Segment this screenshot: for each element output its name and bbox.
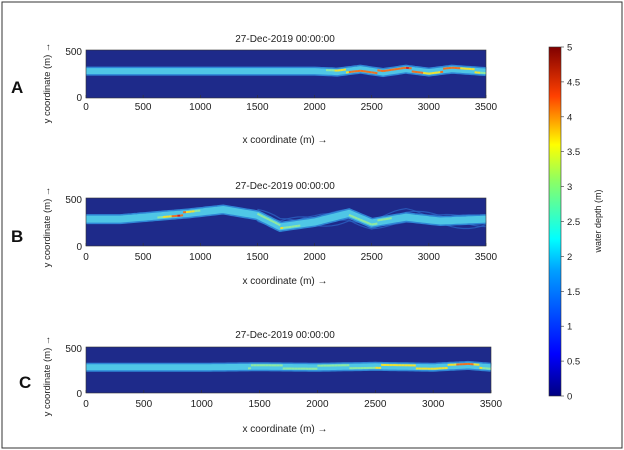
panel-label-a: A: [11, 78, 23, 97]
panel-b-ylabel: y coordinate (m) →: [42, 187, 53, 268]
x-tick-label: 1000: [191, 399, 214, 410]
colorbar-tick-label: 1.5: [567, 287, 580, 298]
colorbar-label: water depth (m): [593, 189, 603, 253]
x-tick-label: 500: [135, 102, 152, 113]
x-tick-label: 2000: [303, 102, 326, 113]
x-tick-label: 3000: [422, 399, 445, 410]
colorbar-tick-label: 3: [567, 182, 572, 193]
colorbar-tick-label: 5: [567, 43, 572, 54]
depth-highlight: [388, 217, 392, 220]
colorbar: 0 0.5 1 1.5 2 2.5 3 3.5 4 4.5 5 water depth (m): [548, 43, 603, 403]
depth-highlight: [365, 70, 370, 73]
y-tick-label: 500: [65, 47, 82, 58]
x-tick-label: 3000: [418, 102, 441, 113]
colorbar-tick-label: 1: [567, 322, 572, 333]
depth-highlight: [259, 214, 264, 218]
panel-b: 27-Dec-2019 00:00:00 0 500 1000 1500 2000 250…: [42, 181, 498, 287]
depth-highlight: [276, 222, 281, 227]
channel-body: [86, 362, 492, 371]
colorbar-tick-label: 4: [567, 112, 572, 123]
x-tick-label: 3500: [475, 102, 498, 113]
x-tick-label: 0: [83, 102, 89, 113]
colorbar-ticks: 0 0.5 1 1.5 2 2.5 3 3.5 4 4.5 5: [561, 43, 580, 403]
y-tick-label: 0: [76, 242, 82, 253]
x-tick-label: 2500: [361, 102, 384, 113]
colorbar-tick-label: 2: [567, 252, 572, 263]
panel-a-plot: 0 500 1000 1500 2000 2500 3000 3500 0 500: [65, 47, 497, 113]
panel-label-c: C: [19, 373, 31, 392]
y-tick-label: 500: [65, 344, 82, 355]
depth-highlight: [348, 213, 353, 218]
depth-highlight: [380, 218, 384, 221]
panel-a-title: 27-Dec-2019 00:00:00: [235, 34, 335, 45]
x-tick-label: 3500: [475, 252, 498, 263]
x-tick-label: 500: [136, 399, 153, 410]
x-tick-label: 2500: [361, 252, 384, 263]
panel-c-frame: [85, 346, 492, 394]
y-tick-label: 0: [76, 389, 82, 400]
x-tick-label: 3000: [418, 252, 441, 263]
x-tick-label: 3500: [480, 399, 503, 410]
panel-c-title: 27-Dec-2019 00:00:00: [235, 330, 335, 341]
colorbar-tick-label: 4.5: [567, 77, 580, 88]
x-tick-label: 2000: [303, 252, 326, 263]
x-tick-label: 2000: [306, 399, 329, 410]
depth-highlight: [274, 221, 278, 225]
x-tick-label: 1000: [189, 102, 212, 113]
depth-highlight: [354, 216, 358, 220]
panel-a-xlabel: x coordinate (m) →: [242, 135, 327, 146]
depth-highlight: [362, 219, 367, 224]
panel-a-frame: [85, 49, 487, 99]
panel-c-ylabel: y coordinate (m) →: [42, 336, 53, 417]
x-tick-label: 500: [135, 252, 152, 263]
channel-body: [86, 66, 487, 76]
depth-highlight: [265, 217, 270, 221]
depth-highlight: [359, 218, 364, 222]
colorbar-gradient: [548, 46, 562, 397]
depth-highlight: [357, 217, 361, 221]
panel-label-b: B: [11, 227, 23, 246]
x-tick-label: 0: [83, 252, 89, 263]
depth-highlight: [365, 221, 370, 225]
panel-b-frame: [85, 197, 487, 247]
panel-b-xlabel: x coordinate (m) →: [242, 276, 327, 287]
depth-highlight: [385, 217, 390, 221]
depth-highlight: [382, 69, 387, 73]
y-tick-label: 0: [76, 93, 82, 104]
panel-c: 27-Dec-2019 00:00:00 0 500 1000 1500 2000 250…: [42, 330, 503, 435]
x-tick-label: 2500: [364, 399, 387, 410]
channel-body: [86, 205, 487, 231]
depth-highlight: [262, 215, 267, 220]
colorbar-tick-label: 0: [567, 392, 572, 403]
panel-b-title: 27-Dec-2019 00:00:00: [235, 181, 335, 192]
depth-highlight: [256, 212, 261, 217]
depth-highlight: [397, 67, 401, 70]
depth-highlight: [371, 223, 375, 226]
depth-highlight: [380, 69, 384, 73]
panel-a-ylabel: y coordinate (m) →: [42, 43, 53, 124]
x-tick-label: 0: [83, 399, 89, 410]
panel-c-xlabel: x coordinate (m) →: [242, 424, 327, 435]
y-tick-label: 500: [65, 195, 82, 206]
depth-highlight: [374, 222, 378, 225]
depth-highlight: [368, 222, 373, 226]
depth-highlight: [377, 219, 381, 222]
x-tick-label: 1000: [189, 252, 212, 263]
panel-b-plot: 0 500 1000 1500 2000 2500 3000 3500 0 500: [65, 195, 497, 263]
depth-highlight: [271, 220, 276, 224]
x-tick-label: 1500: [246, 102, 269, 113]
panel-c-plot: 0 500 1000 1500 2000 2500 3000 3500 0 500: [65, 344, 502, 410]
colorbar-tick-label: 3.5: [567, 147, 580, 158]
depth-highlight: [351, 215, 355, 219]
x-tick-label: 1500: [248, 399, 271, 410]
depth-highlight: [268, 218, 273, 222]
colorbar-tick-label: 2.5: [567, 217, 580, 228]
x-tick-label: 1500: [246, 252, 269, 263]
colorbar-tick-label: 0.5: [567, 357, 580, 368]
panel-a: 27-Dec-2019 00:00:00 0 500 1000 1500 2000 250…: [42, 34, 498, 146]
